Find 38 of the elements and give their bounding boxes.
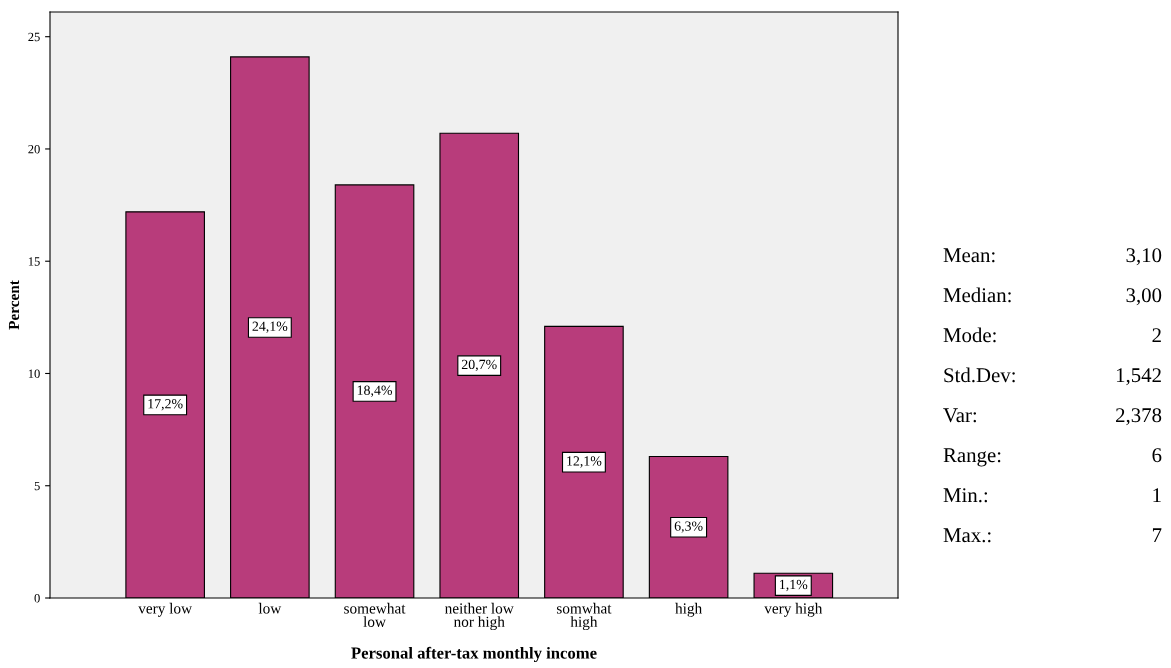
y-tick-label: 20 (28, 144, 40, 154)
y-axis-title: Percent (8, 280, 20, 330)
text: Mean: (943, 248, 995, 263)
x-tick-label: neither low nor high (445, 602, 514, 631)
data-label: 20,7% (461, 359, 497, 372)
text: 6 (1152, 448, 1162, 463)
x-axis-title: Personal after-tax monthly income (351, 646, 597, 663)
x-tick-label: low (258, 602, 282, 614)
x-tick-label: very low (138, 602, 193, 617)
data-label: 1,1% (780, 579, 808, 592)
data-label: 24,1% (252, 321, 288, 333)
text: 1,542 (1116, 368, 1161, 386)
data-label: 18,4% (357, 385, 393, 397)
text: 1 (1153, 488, 1161, 503)
data-label: 17,2% (148, 399, 183, 411)
text: 2,378 (1116, 408, 1162, 426)
x-tick-label: somewhat low (344, 602, 406, 627)
y-tick-label: 15 (28, 257, 40, 266)
text: Var: (943, 408, 977, 423)
text: Mode: (943, 327, 996, 343)
text: 2 (1152, 328, 1161, 343)
y-tick-label: 0 (34, 594, 40, 603)
x-tick-label: high (675, 602, 702, 617)
y-tick-label: 10 (28, 369, 40, 378)
text: Std.Dev: (944, 367, 1015, 383)
text: Max.: (943, 528, 991, 543)
text: 3,10 (1126, 248, 1162, 266)
text: Median: (943, 287, 1011, 303)
x-tick-label: somwhat high (556, 602, 612, 631)
text: Range: (943, 448, 1001, 467)
y-tick-label: 25 (28, 32, 40, 42)
x-tick-label: very high (764, 602, 823, 617)
y-tick-label: 5 (34, 481, 40, 491)
data-label: 6,3% (674, 521, 703, 533)
text: 7 (1152, 528, 1162, 543)
text: Min.: (943, 488, 988, 503)
data-label: 12,1% (567, 456, 602, 468)
text: 3,00 (1126, 288, 1162, 306)
